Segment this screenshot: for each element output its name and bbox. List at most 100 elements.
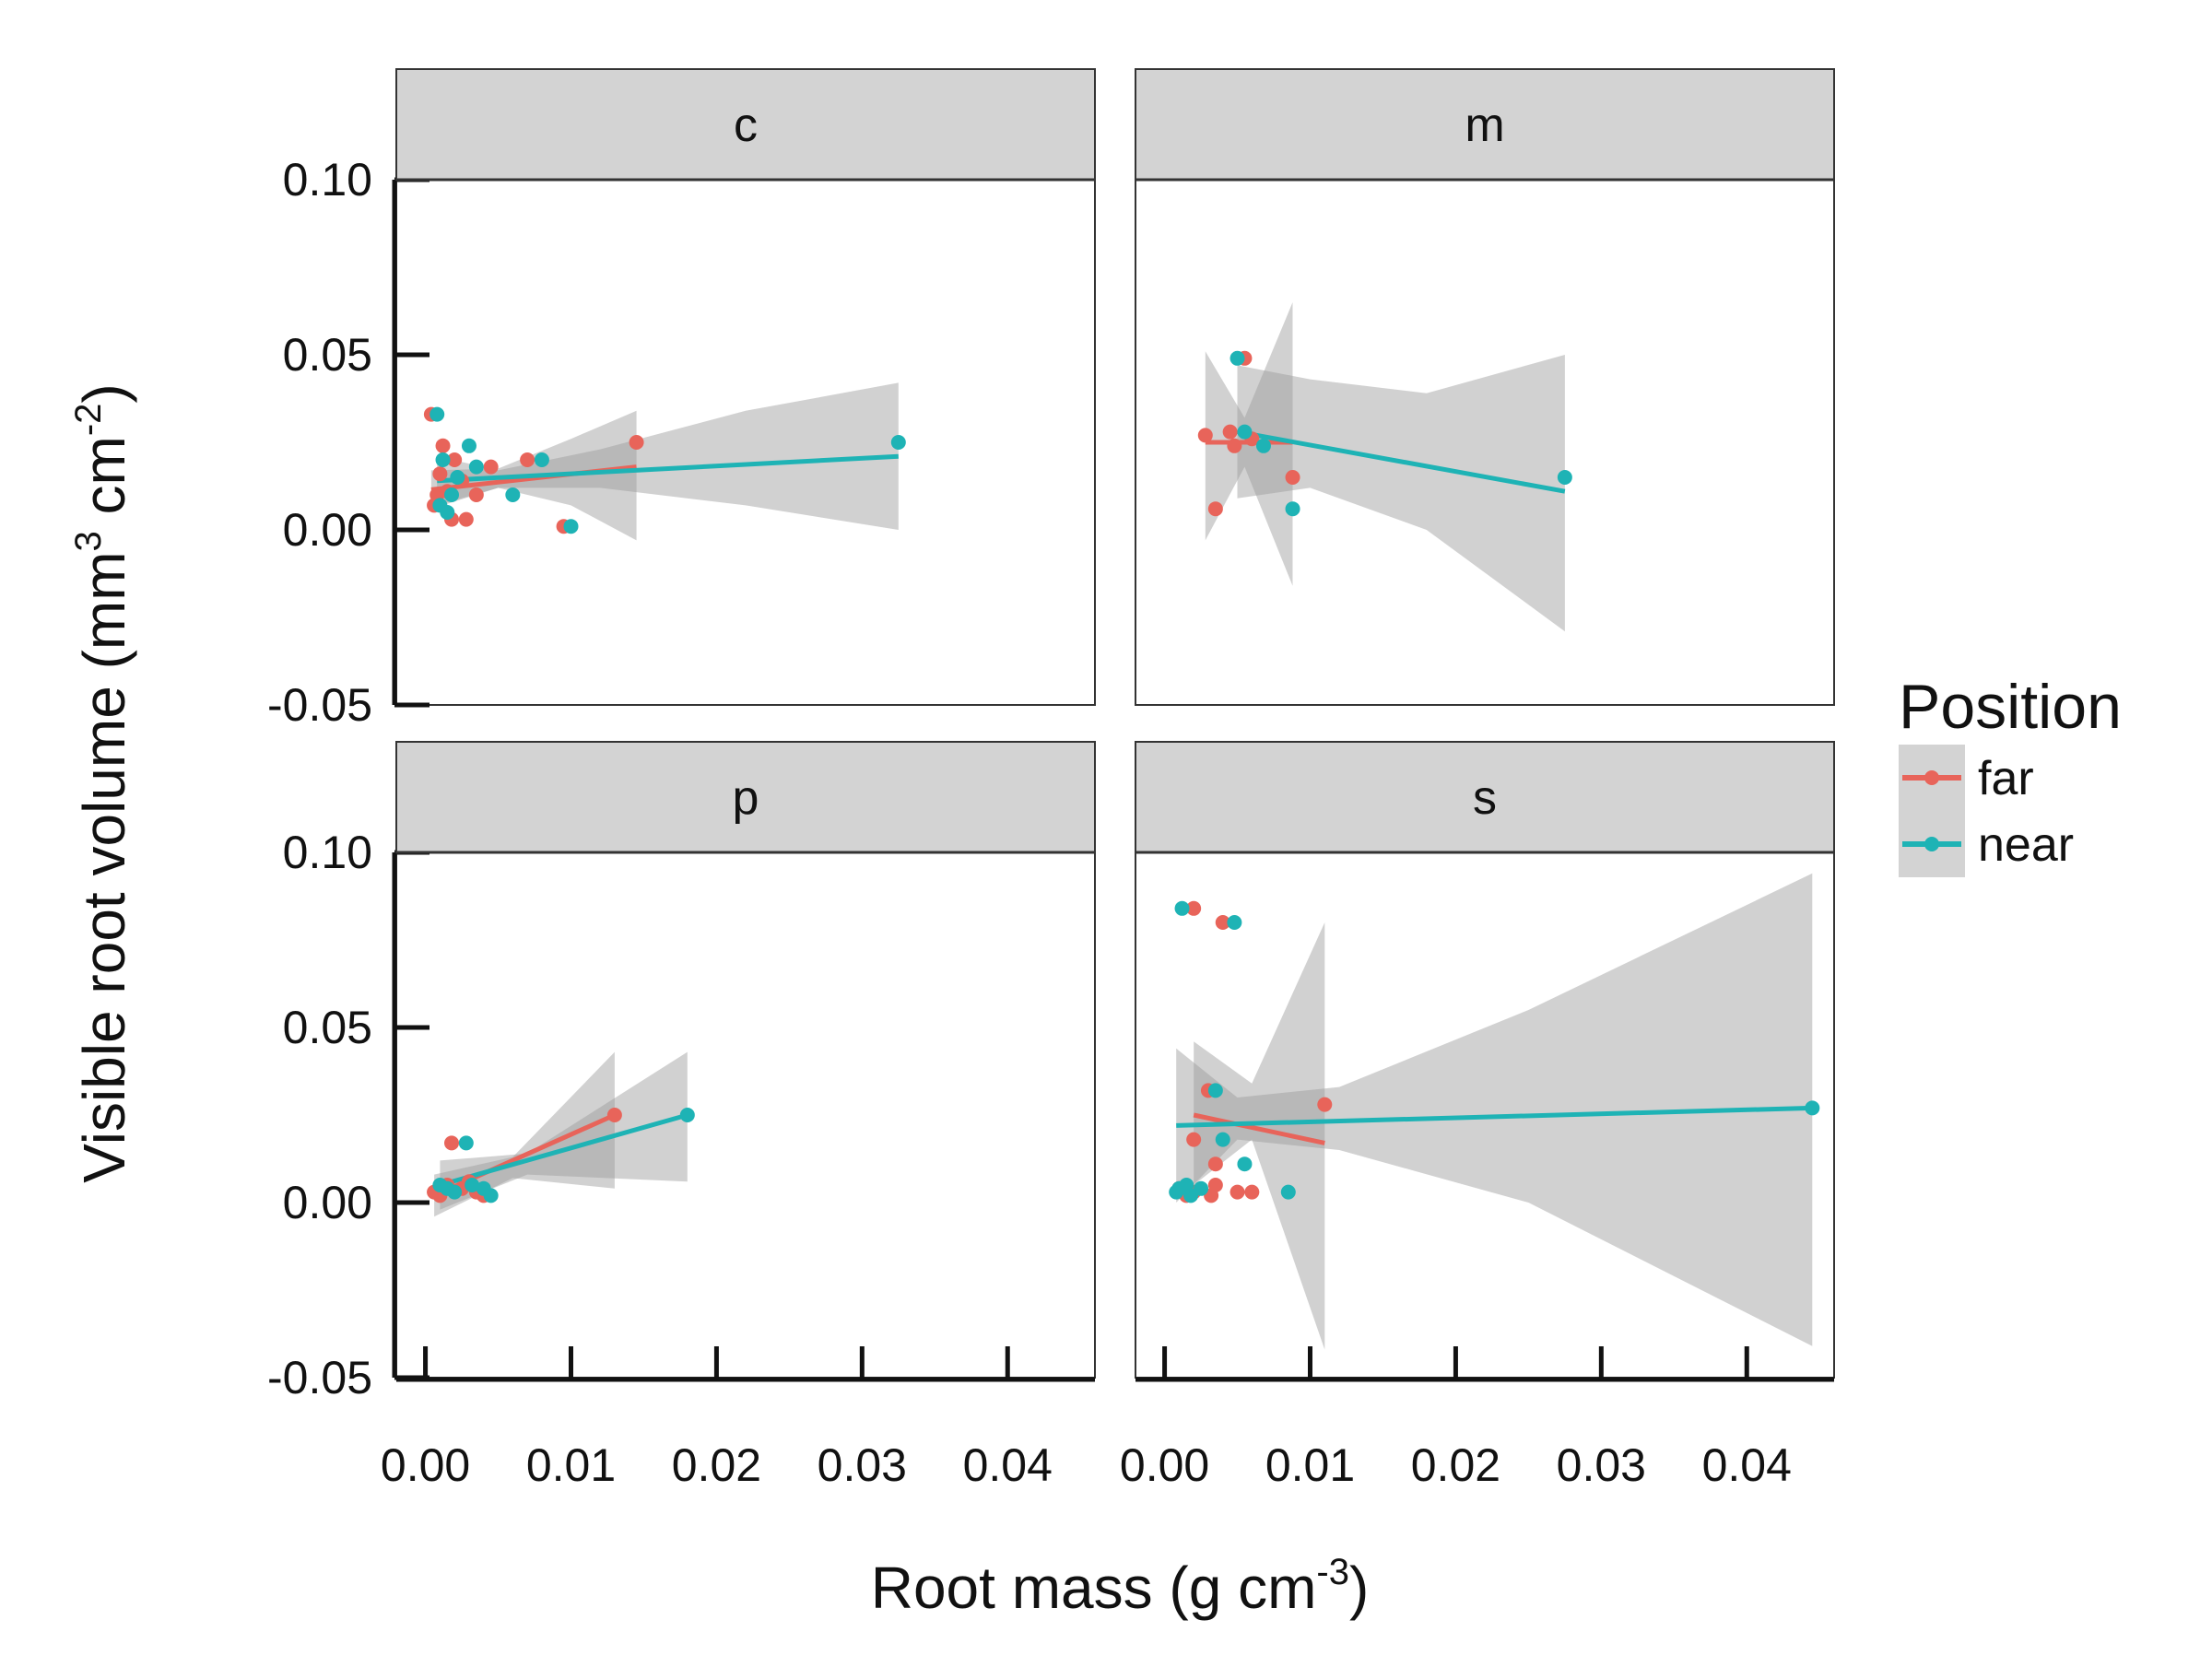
data-point-s-near-9	[1237, 1156, 1253, 1172]
data-point-s-near-5	[1194, 1180, 1209, 1196]
panel-frame-p	[395, 851, 1096, 1379]
fit-line-s-far	[1193, 1112, 1325, 1145]
fit-line-p-near	[439, 1112, 688, 1188]
data-point-s-near-8	[1227, 915, 1242, 930]
x-tick-label-s-3: 0.03	[1557, 1439, 1646, 1491]
data-point-s-near-2	[1174, 900, 1190, 916]
y-tick-label-c-2: 0.05	[283, 329, 372, 381]
data-point-c-near-3	[440, 505, 455, 520]
legend-label-far: far	[1978, 752, 2034, 805]
data-point-s-far-10	[1244, 1184, 1260, 1200]
y-axis-title: Visible root volume (mm3 cm-2)	[68, 383, 137, 1182]
facet-strip-m	[1135, 68, 1835, 181]
data-point-c-near-8	[505, 487, 521, 502]
data-point-s-near-6	[1207, 1083, 1223, 1098]
facet-strip-s	[1135, 741, 1835, 853]
fit-line-m-near	[1237, 429, 1566, 494]
x-tick-label-p-1: 0.01	[526, 1439, 616, 1491]
facet-label-c: c	[734, 99, 758, 152]
data-point-p-near-3	[458, 1135, 474, 1151]
data-point-p-far-8	[606, 1108, 622, 1122]
data-point-p-near-2	[447, 1184, 463, 1200]
x-tick-label-s-1: 0.01	[1265, 1439, 1355, 1491]
data-point-c-far-10	[468, 487, 484, 502]
y-tick-label-c-0: -0.05	[267, 679, 372, 731]
data-point-m-near-2	[1255, 438, 1271, 453]
facet-strip-p	[395, 741, 1096, 853]
data-point-c-far-11	[483, 459, 499, 475]
legend-key-near-point	[1924, 837, 1939, 851]
x-tick-label-p-3: 0.03	[818, 1439, 907, 1491]
data-point-c-near-5	[450, 470, 465, 485]
y-tick-label-p-1: 0.00	[283, 1177, 372, 1228]
confidence-band-p-near	[440, 1051, 688, 1210]
data-point-c-near-9	[534, 452, 549, 467]
confidence-band-c-near	[437, 382, 899, 530]
legend-label-near: near	[1978, 818, 2074, 872]
data-point-s-far-8	[1215, 915, 1230, 930]
data-point-s-far-6	[1207, 1156, 1223, 1172]
facet-strip-c	[395, 68, 1096, 181]
data-point-m-far-6	[1285, 470, 1300, 485]
y-tick-label-p-0: -0.05	[267, 1352, 372, 1403]
fit-line-c-near	[437, 453, 899, 484]
data-point-p-near-4	[465, 1178, 480, 1192]
data-point-c-near-0	[429, 406, 445, 422]
confidence-band-m-near	[1237, 355, 1565, 632]
confidence-band-s-near	[1176, 873, 1813, 1346]
x-tick-label-p-0: 0.00	[381, 1439, 470, 1491]
legend: Position far near	[1899, 672, 2122, 877]
fit-line-s-near	[1176, 1105, 1813, 1128]
x-tick-label-s-4: 0.04	[1702, 1439, 1792, 1491]
data-point-c-far-4	[435, 438, 451, 453]
data-point-s-near-11	[1805, 1100, 1820, 1116]
axes-layer: -0.050.000.050.10-0.050.000.050.100.00 0.…	[267, 154, 1834, 1491]
data-point-m-far-1	[1207, 501, 1223, 517]
data-point-c-far-3	[432, 466, 448, 482]
confidence-band-s-far	[1194, 922, 1325, 1350]
y-tick-label-c-3: 0.10	[283, 154, 372, 205]
data-point-m-far-0	[1197, 428, 1213, 443]
facet-label-s: s	[1473, 771, 1497, 825]
x-tick-label-p-2: 0.02	[672, 1439, 761, 1491]
data-point-c-near-11	[890, 435, 906, 450]
data-point-c-near-6	[461, 438, 477, 453]
y-tick-label-p-2: 0.05	[283, 1002, 372, 1053]
data-point-c-far-14	[629, 435, 644, 450]
facet-label-p: p	[733, 771, 759, 825]
data-point-s-far-9	[1230, 1184, 1245, 1200]
data-point-c-far-9	[458, 511, 474, 527]
x-tick-label-s-0: 0.00	[1120, 1439, 1209, 1491]
data-point-c-near-2	[435, 452, 451, 467]
data-point-p-near-7	[679, 1108, 695, 1122]
data-point-s-far-11	[1317, 1097, 1333, 1112]
data-point-s-near-7	[1215, 1132, 1230, 1147]
data-point-c-near-7	[468, 459, 484, 475]
data-point-m-near-3	[1285, 501, 1300, 517]
facet-strips-layer: c m p s	[395, 68, 1835, 854]
facet-label-m: m	[1465, 99, 1504, 152]
y-tick-label-p-3: 0.10	[283, 827, 372, 878]
x-tick-label-s-2: 0.02	[1411, 1439, 1500, 1491]
legend-key-far-point	[1924, 770, 1939, 785]
data-point-m-near-0	[1230, 350, 1245, 366]
data-point-c-far-7	[447, 452, 463, 467]
data-point-m-near-4	[1557, 470, 1572, 485]
data-point-s-near-10	[1280, 1184, 1296, 1200]
data-point-c-near-10	[563, 519, 579, 534]
legend-title: Position	[1899, 672, 2122, 742]
data-point-m-near-1	[1237, 424, 1253, 440]
data-point-s-far-7	[1207, 1178, 1223, 1192]
data-point-p-near-6	[483, 1188, 499, 1203]
data-point-p-far-3	[444, 1135, 460, 1151]
x-axis-title: Root mass (g cm-3)	[871, 1552, 1370, 1621]
data-points-layer	[423, 350, 1820, 1203]
data-point-s-far-3	[1186, 900, 1202, 916]
data-point-s-far-12	[1186, 1132, 1202, 1147]
data-point-m-far-3	[1227, 438, 1242, 453]
data-point-m-far-2	[1222, 424, 1238, 440]
y-tick-label-c-1: 0.00	[283, 504, 372, 556]
data-point-c-far-12	[520, 452, 535, 467]
